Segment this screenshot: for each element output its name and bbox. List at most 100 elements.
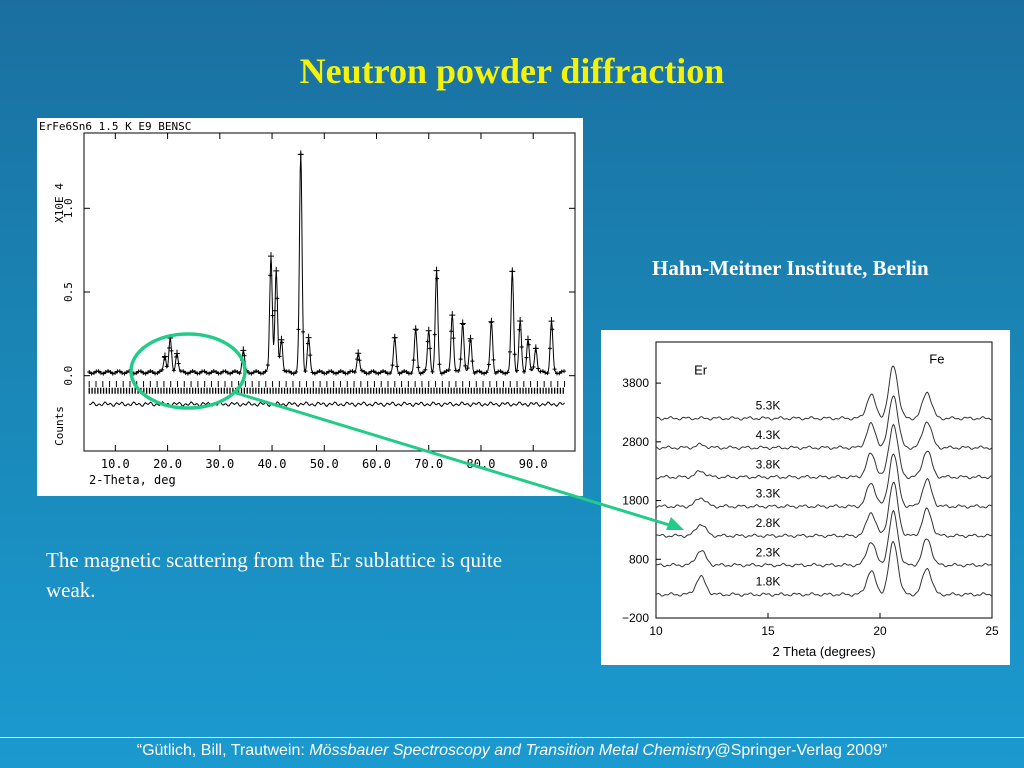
observed-point [87, 370, 92, 375]
observed-point [359, 368, 364, 373]
observed-point [552, 367, 557, 372]
series-label: 3.3K [756, 487, 781, 501]
series-label: 2.3K [756, 545, 781, 559]
observed-point [169, 348, 174, 353]
observed-point [388, 371, 393, 376]
series-line [655, 481, 993, 539]
observed-point [390, 363, 395, 368]
observed-point [500, 370, 505, 375]
observed-point [439, 371, 444, 376]
observed-point [89, 371, 94, 376]
observed-point [319, 369, 324, 374]
footer-book-title: Mössbauer Spectroscopy and Transition Me… [309, 742, 715, 759]
observed-point [113, 371, 118, 376]
observed-point [279, 340, 284, 345]
observed-point [468, 338, 473, 343]
series-label: 3.8K [756, 457, 781, 471]
series-label: 1.8K [756, 575, 781, 589]
y-tick-label: 0.5 [62, 282, 75, 302]
observed-point [536, 366, 541, 371]
observed-point [444, 369, 449, 374]
y-scale-label: X10E 4 [53, 183, 66, 223]
observed-point [402, 369, 407, 374]
x-tick-label: 90.0 [519, 457, 548, 471]
observed-point [562, 369, 567, 374]
observed-point [435, 276, 440, 281]
x-tick-label: 70.0 [414, 457, 443, 471]
observed-point [334, 371, 339, 376]
observed-point [430, 369, 435, 374]
observed-point [420, 370, 425, 375]
observed-point [263, 369, 268, 374]
x-tick-label: 15 [761, 624, 775, 638]
observed-point [106, 368, 111, 373]
observed-point [247, 370, 252, 375]
observed-point [479, 370, 484, 375]
observed-point [98, 370, 103, 375]
observed-point [458, 357, 463, 362]
observed-point [270, 313, 275, 318]
observed-point [453, 368, 458, 373]
observed-point [256, 369, 261, 374]
peak-marker [467, 334, 474, 343]
y-axis-label: Counts [53, 406, 66, 446]
observed-point [291, 371, 296, 376]
observed-point [550, 327, 555, 332]
observed-point [249, 371, 254, 376]
observed-point [124, 370, 129, 375]
observed-point [303, 369, 308, 374]
observed-point [117, 369, 122, 374]
observed-point [484, 370, 489, 375]
y-tick-label: 0.0 [62, 366, 75, 386]
diffraction-pattern-chart: ErFe6Sn6 1.5 K E9 BENSC 10.0 20.0 30.0 40.0 5… [39, 120, 576, 487]
observed-point [451, 336, 456, 341]
observed-point [540, 369, 545, 374]
observed-point [547, 346, 552, 351]
observed-point [362, 369, 367, 374]
peak-marker [297, 150, 304, 159]
series-label: 5.3K [756, 399, 781, 413]
observed-point [240, 358, 245, 363]
series-line [655, 365, 993, 421]
peak-marker [488, 317, 495, 326]
observed-point [418, 371, 423, 376]
observed-point [341, 369, 346, 374]
x-tick-label: 80.0 [467, 457, 496, 471]
observed-point [378, 370, 383, 375]
observed-point [336, 370, 341, 375]
observed-point [96, 369, 101, 374]
observed-point [381, 369, 386, 374]
observed-point [294, 370, 299, 375]
observed-point [282, 368, 287, 373]
observed-point [442, 370, 447, 375]
observed-point [287, 369, 292, 374]
chart-title: ErFe6Sn6 1.5 K E9 BENSC [39, 120, 191, 133]
observed-point [517, 327, 522, 332]
observed-point [409, 371, 414, 376]
peak-marker [509, 267, 516, 276]
peak-marker [391, 333, 398, 342]
x-axis-label: 2-Theta, deg [89, 473, 176, 487]
observed-point [265, 363, 270, 368]
x-tick-label: 10 [649, 624, 663, 638]
peak-marker [267, 252, 274, 261]
observed-point [350, 369, 355, 374]
observed-point [310, 370, 315, 375]
footer-prefix: “Gütlich, Bill, Trautwein: [136, 742, 310, 759]
observed-point [399, 370, 404, 375]
observed-point [493, 371, 498, 376]
observed-point [261, 371, 266, 376]
observed-point [101, 371, 106, 376]
observed-point [103, 370, 108, 375]
x-tick-label: 10.0 [101, 457, 130, 471]
y-tick-label: 1.0 [62, 198, 75, 218]
observed-point [338, 369, 343, 374]
footer-citation: “Gütlich, Bill, Trautwein: Mössbauer Spe… [0, 742, 1024, 760]
observed-point [531, 364, 536, 369]
observed-point [254, 369, 259, 374]
observed-point [355, 357, 360, 362]
y-tick-label: 800 [629, 552, 649, 566]
observed-point [373, 370, 378, 375]
temperature-series-chart: 10 15 20 25 3800 2800 1800 800 −200 2 Theta (degr… [622, 341, 999, 659]
observed-point [397, 371, 402, 376]
